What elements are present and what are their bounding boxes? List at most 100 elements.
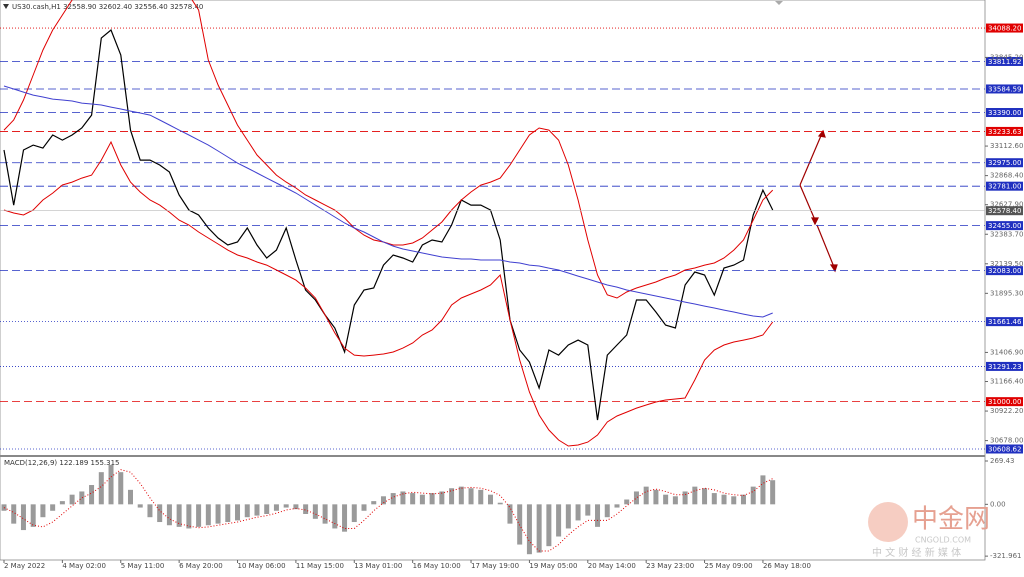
macd-bar [225,504,231,523]
macd-bar [731,496,737,505]
macd-bar [137,504,143,508]
price-line [3,29,774,421]
macd-bar [89,485,95,505]
macd-bar [342,504,348,532]
macd-bar [458,486,464,505]
menu-icon[interactable] [3,4,9,9]
macd-bar [556,504,562,537]
macd-bar [283,504,289,508]
x-tick-label: 2 May 2022 [4,562,45,570]
macd-bar [468,488,474,505]
level-label: 32455.00 [988,222,1021,230]
macd-bar [118,472,124,505]
current-price-box [986,206,1023,216]
y-tick-label: 33112.60 [990,142,1023,150]
indicator-line [3,85,773,318]
level-label: 33811.92 [988,58,1021,66]
macd-bar [740,494,746,505]
macd-bar [390,493,396,505]
y-tick-label: 33845.20 [990,53,1023,61]
macd-bar [546,504,552,547]
y-tick-label: 30922.20 [990,407,1023,415]
y-tick-label: 32383.70 [990,230,1023,238]
macd-bar [98,472,104,505]
y-tick-label: 32627.90 [990,201,1023,209]
symbol-header: US30.cash,H1 32558.90 32602.40 32556.40 … [12,3,203,11]
y-tick-label: 31166.40 [990,378,1023,386]
macd-bar [147,504,153,518]
x-tick-label: 19 May 05:00 [529,562,577,570]
x-tick-label: 6 May 20:00 [179,562,223,570]
level-label: 33233.63 [988,128,1021,136]
macd-bar [429,493,435,505]
level-label-box [986,221,1023,231]
macd-bar [536,504,542,553]
macd-bar [205,504,211,526]
x-tick-label: 17 May 19:00 [471,562,519,570]
level-label: 34088.20 [988,25,1021,33]
macd-bar [760,475,766,505]
level-label-box [986,266,1023,276]
indicator-line [3,0,774,299]
level-label: 32083.00 [988,267,1021,275]
macd-bar [186,504,192,529]
macd-bar [166,504,172,526]
indicator-line [3,140,774,447]
current-price-label: 32578.40 [988,207,1021,215]
macd-bar [11,504,17,524]
frame [0,0,986,561]
macd-bar [322,504,328,524]
price-panel [0,0,985,450]
macd-bar [633,491,639,505]
macd-bar [400,491,406,505]
level-label: 32975.00 [988,159,1021,167]
macd-bar [497,502,503,505]
level-label: 31661.46 [988,318,1022,326]
macd-bar [254,504,260,516]
y-tick-label: 269.43 [990,457,1015,465]
macd-bar [614,504,620,508]
y-tick-label: -321.961 [990,552,1021,560]
level-label: 30608.62 [988,445,1021,453]
macd-bar [419,494,425,505]
watermark-slogan: 中 文 财 经 新 媒 体 [872,546,961,559]
x-tick-label: 4 May 02:00 [62,562,106,570]
macd-bar [711,493,717,505]
macd-bar [507,504,513,524]
scroll-marker [775,1,783,5]
level-label: 32781.00 [988,183,1021,191]
x-tick-label: 23 May 23:00 [646,562,694,570]
macd-bar [721,494,727,505]
macd-bar [682,491,688,505]
macd-bar [410,493,416,505]
macd-bar [750,486,756,505]
macd-bar [20,504,26,531]
forecast-arrows [799,129,838,273]
y-tick-label: 30678.00 [990,437,1023,445]
y-tick-label: 32868.40 [990,172,1023,180]
macd-bar [585,504,591,516]
macd-title: MACD(12,26,9) 122.189 155.315 [4,459,120,467]
macd-bar [312,504,318,519]
macd-bar [1,504,7,511]
y-tick-label: 31406.90 [990,348,1023,356]
macd-bar [565,504,571,529]
level-label-box [986,23,1023,33]
x-tick-label: 11 May 15:00 [296,562,344,570]
macd-bar [371,501,377,505]
macd-bar [59,501,65,505]
level-label-box [986,126,1023,136]
level-label: 33390.00 [988,109,1021,117]
macd-bar [643,486,649,505]
level-label-box [986,397,1023,407]
x-tick-label: 16 May 10:00 [413,562,461,570]
macd-bar [40,504,46,518]
macd-bar [624,499,630,505]
macd-bar [79,491,85,505]
x-tick-label: 26 May 18:00 [763,562,811,570]
macd-bar [332,504,338,529]
macd-bar [692,486,698,505]
macd-bar [702,488,708,505]
level-label-box [986,158,1023,168]
